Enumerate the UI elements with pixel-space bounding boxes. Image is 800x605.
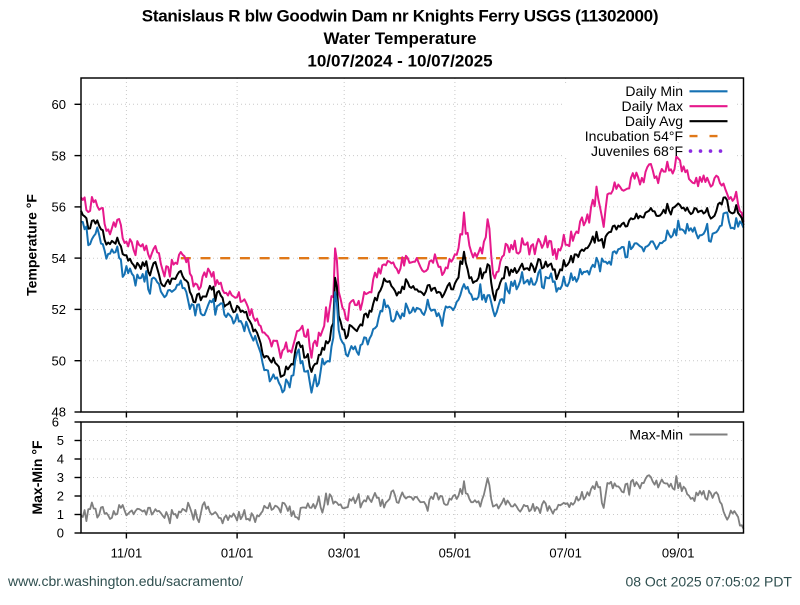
svg-text:www.cbr.washington.edu/sacrame: www.cbr.washington.edu/sacramento/ (7, 573, 243, 589)
svg-text:50: 50 (52, 353, 66, 368)
svg-text:09/01: 09/01 (662, 545, 695, 560)
svg-text:3: 3 (57, 470, 64, 485)
svg-text:Daily Avg: Daily Avg (625, 113, 683, 129)
svg-text:Max-Min °F: Max-Min °F (29, 440, 45, 514)
svg-text:Max-Min: Max-Min (629, 426, 683, 442)
svg-text:Juveniles 68°F: Juveniles 68°F (591, 143, 683, 159)
svg-text:Daily Min: Daily Min (625, 83, 683, 99)
svg-text:10/07/2024 - 10/07/2025: 10/07/2024 - 10/07/2025 (307, 51, 492, 70)
svg-text:Temperature °F: Temperature °F (24, 194, 40, 296)
svg-text:0: 0 (57, 526, 64, 541)
svg-text:58: 58 (52, 148, 66, 163)
svg-text:54: 54 (52, 251, 66, 266)
svg-text:Daily Max: Daily Max (622, 98, 683, 114)
svg-text:07/01: 07/01 (549, 545, 582, 560)
svg-text:Water Temperature: Water Temperature (323, 29, 476, 48)
svg-text:03/01: 03/01 (328, 545, 361, 560)
svg-text:56: 56 (52, 200, 66, 215)
svg-text:6: 6 (52, 415, 59, 430)
svg-text:Stanislaus R blw Goodwin Dam n: Stanislaus R blw Goodwin Dam nr Knights … (142, 6, 658, 25)
svg-text:60: 60 (52, 97, 66, 112)
svg-text:1: 1 (57, 507, 64, 522)
svg-text:48: 48 (52, 405, 66, 420)
svg-text:52: 52 (52, 302, 66, 317)
svg-text:4: 4 (57, 452, 64, 467)
svg-text:11/01: 11/01 (111, 545, 143, 560)
svg-text:Incubation 54°F: Incubation 54°F (585, 128, 683, 144)
svg-text:01/01: 01/01 (221, 545, 254, 560)
svg-text:05/01: 05/01 (439, 545, 472, 560)
svg-text:08 Oct 2025 07:05:02 PDT: 08 Oct 2025 07:05:02 PDT (625, 573, 792, 589)
svg-text:2: 2 (57, 489, 64, 504)
svg-text:5: 5 (57, 433, 64, 448)
